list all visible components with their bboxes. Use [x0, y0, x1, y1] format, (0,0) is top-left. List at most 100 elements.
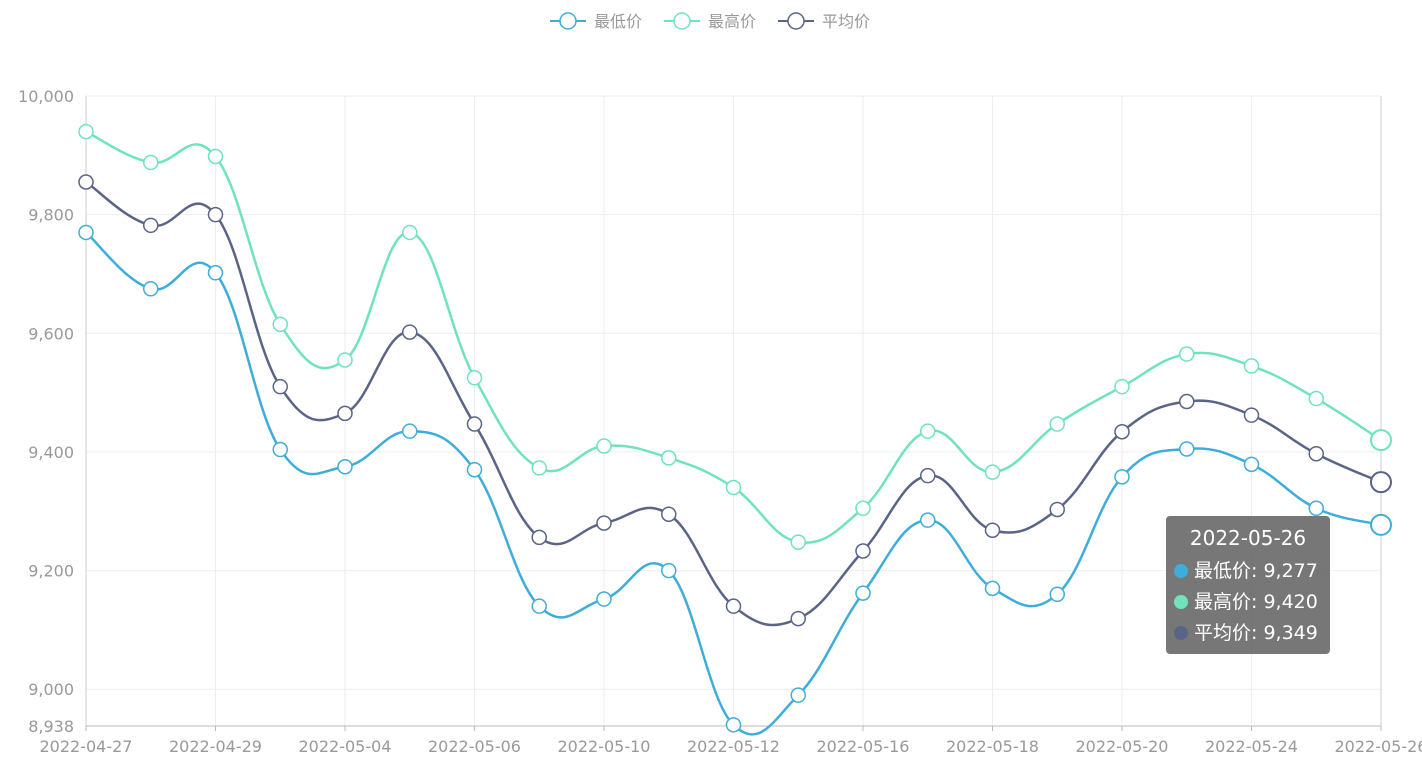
data-point-high: [531, 460, 547, 476]
data-point-avg: [466, 416, 483, 432]
y-tick-label: 10,000: [18, 87, 74, 106]
data-point-low: [143, 281, 159, 297]
legend-item-high[interactable]: 最高价: [664, 12, 756, 31]
y-tick-label: 9,200: [28, 562, 74, 581]
data-point-high: [1114, 378, 1130, 395]
data-point-avg: [855, 543, 871, 559]
data-point-high: [402, 224, 418, 241]
data-point-avg: [984, 522, 1001, 538]
data-point-low: [855, 585, 871, 601]
axis-layer: 8,938 9,000 9,200 9,400 9,600 9,800 10,000 2022…: [18, 87, 1422, 756]
tooltip: 2022-05-26 最低价: 9,277 最高价: 9,420 平均价: 9,…: [1166, 516, 1330, 654]
x-tick-label: 2022-05-20: [1076, 737, 1169, 756]
data-point-high: [1308, 390, 1324, 407]
x-tick-label: 2022-05-12: [687, 737, 780, 756]
data-point-low: [1179, 441, 1195, 457]
tooltip-dot-high: [1174, 595, 1188, 609]
legend[interactable]: 最低价 最高价 平均价: [550, 12, 870, 31]
data-point-avg: [920, 467, 936, 484]
data-point-low: [790, 687, 806, 703]
data-point-high: [596, 438, 612, 454]
series-avg: [78, 174, 1392, 627]
data-point-avg: [1370, 471, 1392, 494]
data-point-low: [207, 265, 224, 281]
tooltip-row-avg: 平均价: 9,349: [1174, 618, 1322, 649]
data-point-high: [661, 450, 677, 466]
data-point-high: [78, 123, 94, 140]
legend-label: 最低价: [594, 12, 642, 31]
data-point-avg: [402, 324, 418, 340]
y-tick-label: 9,000: [28, 680, 74, 699]
data-point-low: [402, 423, 418, 439]
data-point-low: [1049, 586, 1065, 603]
data-point-avg: [1049, 501, 1065, 518]
data-point-high: [466, 370, 483, 386]
tooltip-title: 2022-05-26: [1189, 526, 1307, 550]
data-point-high: [143, 154, 159, 171]
data-point-avg: [1179, 393, 1195, 410]
x-tick-label: 2022-05-10: [558, 737, 651, 756]
legend-marker-icon: [673, 12, 691, 30]
y-tick-label: 9,600: [28, 324, 74, 343]
legend-marker-icon: [559, 12, 577, 30]
y-tick-label: 8,938: [28, 717, 74, 736]
series-low: [78, 224, 1392, 736]
data-point-high: [207, 148, 224, 165]
data-point-low: [1114, 469, 1130, 485]
y-tick-label: 9,800: [28, 206, 74, 225]
data-point-avg: [272, 378, 288, 395]
data-point-avg: [725, 598, 742, 614]
data-point-high: [272, 316, 288, 333]
data-point-avg: [1243, 407, 1260, 423]
series-layer: [78, 123, 1392, 736]
data-point-low: [1370, 513, 1392, 536]
legend-marker-icon: [787, 12, 805, 30]
tooltip-dot-low: [1174, 564, 1188, 578]
tooltip-label-low: 最低价: 9,277: [1194, 560, 1318, 582]
data-point-avg: [337, 405, 353, 422]
data-point-low: [272, 441, 288, 458]
grid-layer: [86, 95, 1381, 726]
data-point-avg: [1114, 424, 1130, 440]
data-point-avg: [78, 174, 94, 190]
data-point-low: [596, 591, 612, 607]
data-point-high: [855, 500, 871, 517]
data-point-low: [984, 580, 1001, 597]
data-point-low: [1243, 456, 1260, 473]
legend-label: 平均价: [822, 12, 870, 31]
data-point-avg: [207, 206, 224, 223]
x-tick-label: 2022-05-18: [946, 737, 1039, 756]
x-tick-label: 2022-05-06: [428, 737, 521, 756]
data-point-avg: [531, 529, 547, 546]
x-tick-label: 2022-05-26: [1335, 737, 1422, 756]
data-point-low: [337, 459, 353, 475]
data-point-avg: [661, 506, 677, 522]
legend-item-low[interactable]: 最低价: [550, 12, 642, 31]
x-tick-label: 2022-05-04: [299, 737, 392, 756]
tooltip-label-high: 最高价: 9,420: [1194, 591, 1318, 613]
y-tick-label: 9,400: [28, 443, 74, 462]
tooltip-label-avg: 平均价: 9,349: [1194, 622, 1318, 644]
legend-label: 最高价: [708, 12, 756, 31]
data-point-high: [337, 352, 353, 368]
data-point-low: [78, 224, 94, 241]
data-point-avg: [143, 217, 159, 234]
data-point-low: [661, 562, 677, 579]
tooltip-row-high: 最高价: 9,420: [1174, 587, 1322, 618]
tooltip-dot-avg: [1174, 626, 1188, 640]
legend-item-avg[interactable]: 平均价: [778, 12, 870, 31]
data-point-low: [1308, 500, 1324, 517]
x-tick-label: 2022-04-27: [40, 737, 133, 756]
data-point-high: [1179, 346, 1195, 362]
x-tick-label: 2022-05-24: [1205, 737, 1298, 756]
data-point-avg: [790, 610, 806, 627]
series-high: [78, 123, 1392, 550]
x-tick-label: 2022-05-16: [817, 737, 910, 756]
data-point-low: [466, 461, 483, 478]
data-point-low: [920, 512, 936, 528]
data-point-avg: [1308, 445, 1324, 462]
data-point-high: [790, 534, 806, 550]
tooltip-row-low: 最低价: 9,277: [1174, 556, 1322, 587]
